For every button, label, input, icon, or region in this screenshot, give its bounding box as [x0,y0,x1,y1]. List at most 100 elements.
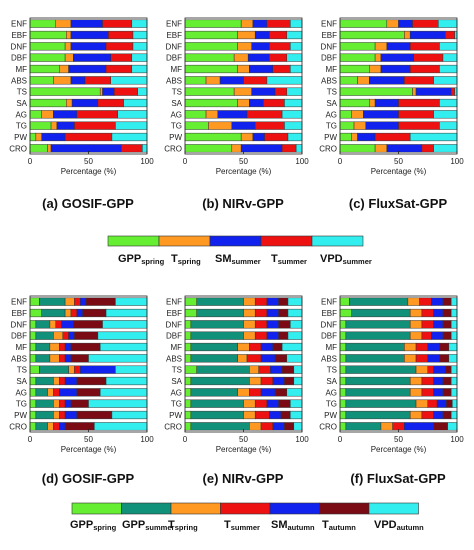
bar-segment-dnf-t_spring [409,320,423,329]
bar-segment-sa-gpp_summer [35,376,54,386]
bar-segment-dnf-gpp_summer [35,320,51,329]
bar-segment-enf-t_spring [243,297,256,306]
bar-segment-mf-gpp_spring [339,64,370,74]
bar-segment-dnf-sm_autumn [61,320,74,329]
bar-segment-pw-t_spring [409,410,423,420]
bar-segment-ag-gpp_spring [339,110,352,119]
bar-segment-dnf-sm_autumn [433,320,444,329]
bar-segment-ts-t_summer [258,365,271,374]
bar-segment-tg-sm_summer [56,121,75,130]
bar-segment-mf-sm_autumn [64,342,72,352]
bar-segment-cro-gpp_summer [190,422,250,431]
category-label: CRO [319,422,337,431]
bar-segment-dnf-sm_summer [386,42,411,51]
bar-segment-pw-t_summer [254,410,270,420]
bar-segment-tg-t_summer [398,121,440,130]
bar-segment-abs-gpp_summer [345,354,405,363]
bar-segment-cro-sm_autumn [59,422,66,431]
bar-segment-ebf-gpp_summer [41,308,66,318]
bar-segment-sa-sm_summer [71,98,99,108]
bar-segment-ebf-gpp_spring [184,30,238,40]
bar-segment-tg-gpp_summer [35,399,54,408]
legend-swatch-t_spring [158,235,211,247]
bar-segment-abs-gpp_spring [339,76,358,85]
bar-segment-cro-gpp_spring [29,422,37,431]
bar-segment-dbf-gpp_spring [184,331,192,340]
category-label: ABS [11,76,27,85]
category-label: CRO [164,422,182,431]
legend-swatch-vpd_summer [311,235,364,247]
bar-segment-ts-t_spring [415,365,428,374]
bar-segment-ts-t_spring [249,365,259,374]
bar-segment-pw-gpp_spring [184,132,242,142]
bar-segment-enf-t_summer [102,19,133,28]
bar-segment-ag-gpp_summer [345,388,411,397]
bar-segment-ebf-vpd_summer [132,30,148,40]
bar-segment-ts-vpd_autumn [115,365,148,374]
bar-segment-sa-sm_autumn [433,376,444,386]
bar-segment-ag-gpp_spring [29,388,37,397]
bar-segment-ag-sm_summer [53,110,78,119]
bar-segment-mf-t_autumn [439,342,450,352]
bar-segment-ag-sm_summer [363,110,399,119]
bar-segment-pw-gpp_spring [29,132,37,142]
bar-segment-ag-gpp_summer [35,388,48,397]
bar-segment-mf-sm_summer [249,64,274,74]
category-label: ABS [321,354,337,363]
bar-segment-ebf-t_spring [404,30,411,40]
bar-segment-dnf-gpp_spring [29,320,37,329]
bar-segment-ag-t_summer [398,110,434,119]
bar-segment-dbf-t_spring [233,53,249,62]
bar-segment-ag-vpd_autumn [450,388,458,397]
bar-segment-abs-vpd_autumn [448,354,458,363]
bar-segment-sa-vpd_summer [284,98,303,108]
bar-segment-cro-t_spring [47,422,54,431]
bar-segment-ts-gpp_spring [29,87,101,96]
bar-segment-pw-sm_autumn [268,410,282,420]
bar-segment-ag-gpp_spring [29,110,42,119]
bar-segment-tg-t_spring [353,121,366,130]
legend-swatch-sm_summer [209,235,262,247]
bar-segment-sa-t_spring [53,376,60,386]
legend-1: GPPspring Tspring SMsummer Tsummer VPDsummer [107,235,372,266]
category-label: MF [325,343,337,352]
x-tick-label: 0 [183,157,188,166]
bar-segment-abs-sm_autumn [427,354,440,363]
bar-segment-cro-sm_summer [50,144,122,153]
bar-segment-mf-vpd_autumn [281,342,303,352]
bar-segment-dbf-gpp_summer [190,331,244,340]
bar-segment-tg-t_spring [50,121,58,130]
category-label: AG [325,110,337,119]
bar-segment-pw-t_autumn [280,410,291,420]
bar-segment-ebf-t_summer [108,30,134,40]
legend-label-t_autumn: Tautumn [322,519,356,532]
bar-segment-dnf-vpd_summer [290,42,303,51]
category-label: SA [16,99,27,108]
bar-segment-cro-vpd_autumn [94,422,148,431]
bar-segment-sa-vpd_summer [123,98,148,108]
bar-segment-pw-t_autumn [76,410,113,420]
bar-segment-pw-gpp_spring [339,132,352,142]
bar-segment-mf-vpd_autumn [448,342,458,352]
x-tick-label: 100 [295,157,309,166]
bar-segment-pw-t_summer [264,132,289,142]
x-axis-label: Percentage (%) [216,445,272,454]
bar-segment-dbf-t_spring [64,53,74,62]
bar-segment-dnf-t_autumn [442,320,452,329]
panel-caption: (c) FluxSat-GPP [349,196,448,211]
bar-segment-ebf-t_spring [237,30,256,40]
bar-segment-cro-t_summer [260,422,273,431]
x-tick-label: 50 [239,157,248,166]
x-tick-label: 100 [450,157,464,166]
category-label: DBF [321,54,337,63]
bar-segment-ebf-vpd_autumn [105,308,148,318]
bar-segment-ag-t_spring [351,110,364,119]
bar-segment-pw-t_summer [59,410,66,420]
bar-segment-tg-sm_autumn [436,399,447,408]
bar-segment-tg-gpp_summer [190,399,244,408]
bar-segment-dbf-gpp_spring [339,53,376,62]
bar-segment-abs-gpp_summer [190,354,238,363]
bar-segment-dnf-gpp_spring [184,42,238,51]
category-label: AG [170,388,182,397]
